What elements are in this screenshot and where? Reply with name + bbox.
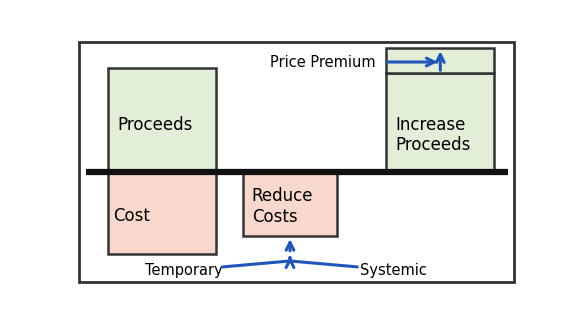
FancyBboxPatch shape bbox=[387, 73, 494, 172]
FancyBboxPatch shape bbox=[108, 68, 216, 172]
Text: Reduce
Costs: Reduce Costs bbox=[252, 187, 313, 226]
Text: Cost: Cost bbox=[113, 207, 149, 225]
Text: Price Premium: Price Premium bbox=[270, 55, 375, 70]
FancyBboxPatch shape bbox=[108, 172, 216, 254]
Text: Temporary: Temporary bbox=[145, 263, 223, 278]
FancyBboxPatch shape bbox=[387, 48, 494, 73]
Text: Systemic: Systemic bbox=[360, 263, 427, 278]
FancyBboxPatch shape bbox=[243, 172, 337, 236]
Text: Proceeds: Proceeds bbox=[117, 116, 193, 134]
Text: Increase
Proceeds: Increase Proceeds bbox=[395, 116, 471, 154]
